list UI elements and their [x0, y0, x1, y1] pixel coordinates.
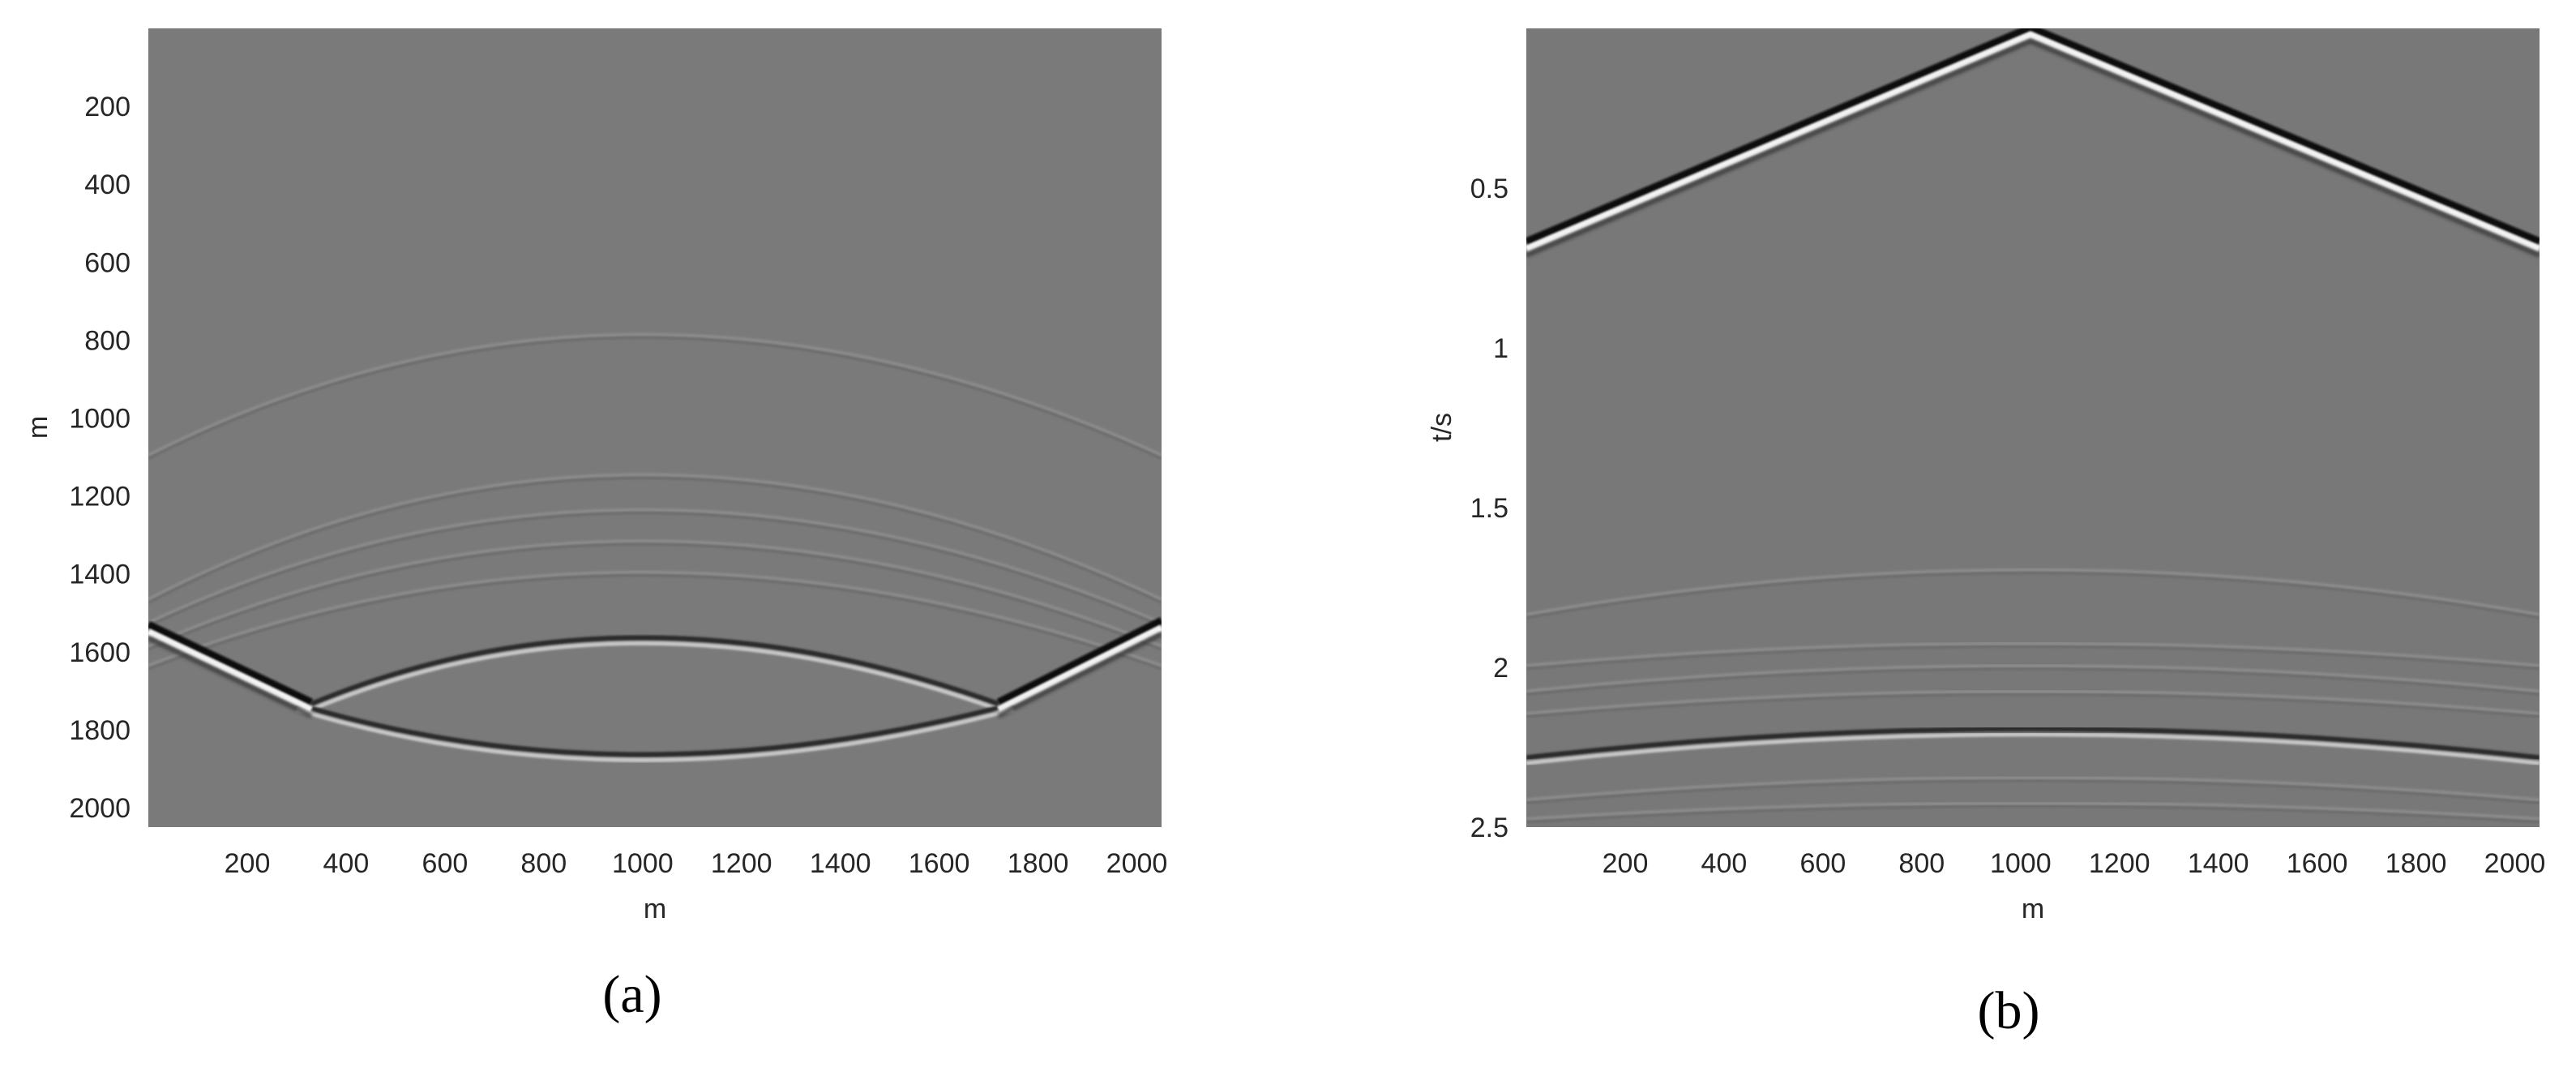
event-b-3 — [1526, 664, 2540, 696]
event-a-0 — [148, 332, 1162, 460]
y-tick-a: 1200 — [69, 482, 131, 512]
panel-caption-a: (a) — [602, 965, 661, 1024]
wavefield-a — [148, 332, 1162, 762]
y-tick-b: 2.5 — [1470, 813, 1508, 843]
x-tick-b: 2000 — [2484, 848, 2546, 879]
event-b-4 — [1526, 689, 2540, 718]
x-axis-label-b: m — [2022, 894, 2044, 924]
y-tick-b: 1 — [1493, 333, 1508, 364]
event-b-6 — [1526, 775, 2540, 804]
x-tick-a: 1600 — [909, 848, 970, 879]
event-b-2 — [1526, 641, 2540, 671]
wavefield-b — [1526, 28, 2540, 824]
panel-caption-b: (b) — [1978, 981, 2040, 1040]
y-tick-a: 1800 — [69, 715, 131, 746]
x-tick-a: 1800 — [1008, 848, 1069, 879]
x-tick-b: 600 — [1800, 848, 1846, 879]
y-tick-b: 0.5 — [1470, 174, 1508, 204]
x-tick-b: 1400 — [2188, 848, 2249, 879]
event-b-5 — [1526, 726, 2540, 765]
x-tick-labels-b: 200 400 600 800 1000 1200 1400 1600 1800 2000 — [1603, 848, 2546, 879]
y-tick-a: 600 — [84, 247, 131, 278]
x-tick-labels-a: 200 400 600 800 1000 1200 1400 1600 1800 2000 — [225, 848, 1168, 879]
event-b-0 — [1526, 28, 2540, 258]
y-tick-a: 200 — [84, 92, 131, 122]
x-tick-b: 1800 — [2386, 848, 2447, 879]
y-tick-a: 1400 — [69, 560, 131, 590]
x-tick-b: 400 — [1701, 848, 1748, 879]
panel-b: 200 400 600 800 1000 1200 1400 1600 1800 2000 0.5… — [1427, 28, 2545, 1040]
y-axis-label-a: m — [23, 416, 53, 439]
y-tick-a: 800 — [84, 325, 131, 356]
event-b-1 — [1526, 568, 2540, 620]
event-a-8 — [996, 617, 1162, 718]
x-tick-a: 1400 — [810, 848, 871, 879]
event-a-2 — [148, 508, 1162, 628]
event-b-7 — [1526, 801, 2540, 824]
y-tick-b: 2 — [1493, 653, 1508, 684]
x-tick-a: 200 — [225, 848, 271, 879]
event-a-6 — [296, 701, 1014, 762]
plot-area-a — [148, 28, 1162, 827]
x-tick-a: 1000 — [612, 848, 674, 879]
x-tick-a: 2000 — [1106, 848, 1168, 879]
x-tick-b: 1000 — [1990, 848, 2052, 879]
x-tick-b: 800 — [1898, 848, 1945, 879]
event-a-3 — [148, 539, 1162, 651]
y-tick-a: 400 — [84, 169, 131, 200]
x-tick-b: 1600 — [2287, 848, 2348, 879]
y-axis-label-b: t/s — [1427, 413, 1457, 442]
x-tick-a: 1200 — [711, 848, 772, 879]
plot-area-b — [1526, 28, 2540, 827]
event-a-5 — [310, 635, 999, 712]
x-tick-a: 400 — [323, 848, 370, 879]
y-tick-a: 2000 — [69, 793, 131, 824]
y-tick-b: 1.5 — [1470, 493, 1508, 524]
y-tick-labels-a: 200 400 600 800 1000 1200 1400 1600 1800 2000 — [69, 92, 131, 824]
event-a-7 — [148, 620, 314, 718]
y-tick-labels-b: 0.5 1 1.5 2 2.5 — [1470, 174, 1508, 843]
x-tick-a: 800 — [520, 848, 567, 879]
x-tick-b: 1200 — [2089, 848, 2150, 879]
y-tick-a: 1600 — [69, 637, 131, 668]
event-a-4 — [148, 570, 1162, 671]
event-a-1 — [148, 473, 1162, 604]
x-tick-b: 200 — [1603, 848, 1649, 879]
x-tick-a: 600 — [422, 848, 469, 879]
panel-a: 200 400 600 800 1000 1200 1400 1600 1800 2000 200… — [23, 28, 1167, 1024]
x-axis-label-a: m — [644, 894, 666, 924]
y-tick-a: 1000 — [69, 404, 131, 435]
